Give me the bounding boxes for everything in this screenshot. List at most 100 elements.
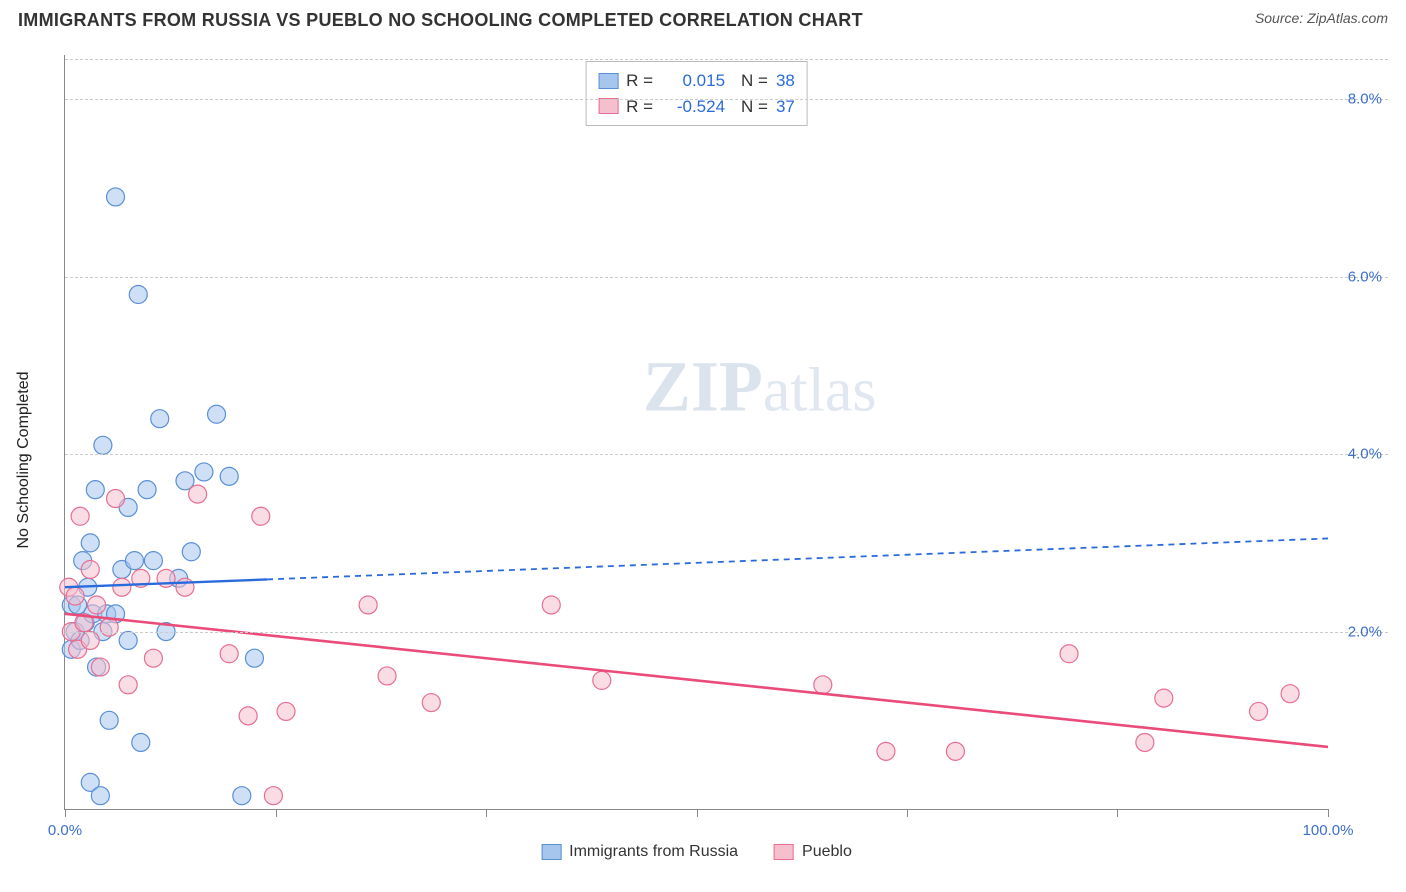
correlation-box: R =0.015N = 38R = -0.524 N = 37 — [585, 61, 808, 126]
data-point — [1155, 689, 1173, 707]
data-point — [264, 787, 282, 805]
data-point — [378, 667, 396, 685]
data-point — [170, 569, 188, 587]
data-point — [84, 605, 102, 623]
data-point — [81, 560, 99, 578]
n-label: N = — [741, 94, 768, 120]
data-point — [81, 534, 99, 552]
x-tick — [1328, 809, 1329, 817]
data-point — [195, 463, 213, 481]
y-tick-label: 6.0% — [1332, 268, 1382, 285]
watermark: ZIPatlas — [643, 345, 877, 428]
legend-swatch — [598, 98, 618, 114]
data-point — [176, 472, 194, 490]
data-point — [88, 596, 106, 614]
legend-item: Pueblo — [774, 843, 852, 861]
x-tick — [697, 809, 698, 817]
data-point — [119, 676, 137, 694]
data-point — [1060, 645, 1078, 663]
data-point — [239, 707, 257, 725]
gridline — [65, 59, 1388, 60]
data-point — [71, 631, 89, 649]
data-point — [157, 569, 175, 587]
plot-region: ZIPatlas R =0.015N = 38R =-0.524N = 37 I… — [64, 55, 1328, 810]
x-tick — [907, 809, 908, 817]
chart-source: Source: ZipAtlas.com — [1255, 10, 1388, 26]
r-label: R = — [626, 68, 653, 94]
data-point — [233, 787, 251, 805]
x-tick — [486, 809, 487, 817]
data-point — [132, 733, 150, 751]
data-point — [814, 676, 832, 694]
data-point — [60, 578, 78, 596]
x-tick-label: 100.0% — [1303, 822, 1354, 839]
legend-swatch — [598, 73, 618, 89]
gridline — [65, 99, 1388, 100]
legend-label: Pueblo — [802, 843, 852, 861]
data-point — [144, 552, 162, 570]
chart-area: No Schooling Completed ZIPatlas R =0.015… — [40, 55, 1388, 864]
data-point — [220, 467, 238, 485]
data-point — [252, 507, 270, 525]
data-point — [422, 694, 440, 712]
data-point — [138, 481, 156, 499]
data-point — [113, 578, 131, 596]
y-tick-label: 2.0% — [1332, 623, 1382, 640]
x-tick-label: 0.0% — [48, 822, 82, 839]
chart-header: IMMIGRANTS FROM RUSSIA VS PUEBLO NO SCHO… — [18, 10, 1388, 31]
data-point — [176, 578, 194, 596]
data-point — [107, 490, 125, 508]
data-point — [86, 481, 104, 499]
data-point — [208, 405, 226, 423]
gridline — [65, 277, 1388, 278]
x-tick — [65, 809, 66, 817]
data-point — [144, 649, 162, 667]
plot-svg — [65, 55, 1328, 809]
correlation-row: R = -0.524 N = 37 — [598, 94, 795, 120]
data-point — [1250, 702, 1268, 720]
data-point — [946, 742, 964, 760]
legend-swatch — [541, 844, 561, 860]
data-point — [62, 640, 80, 658]
r-label: R = — [626, 94, 653, 120]
data-point — [69, 596, 87, 614]
data-point — [113, 560, 131, 578]
data-point — [81, 773, 99, 791]
regression-line — [65, 614, 1328, 747]
data-point — [76, 614, 94, 632]
data-point — [189, 485, 207, 503]
n-value: 37 — [776, 94, 795, 120]
data-point — [71, 507, 89, 525]
data-point — [91, 787, 109, 805]
legend-item: Immigrants from Russia — [541, 843, 738, 861]
chart-title: IMMIGRANTS FROM RUSSIA VS PUEBLO NO SCHO… — [18, 10, 863, 31]
gridline — [65, 454, 1388, 455]
data-point — [1281, 685, 1299, 703]
data-point — [88, 658, 106, 676]
y-axis-label: No Schooling Completed — [15, 371, 33, 548]
data-point — [100, 711, 118, 729]
data-point — [94, 436, 112, 454]
data-point — [119, 498, 137, 516]
regression-line-dashed — [267, 538, 1328, 579]
data-point — [877, 742, 895, 760]
correlation-row: R =0.015N = 38 — [598, 68, 795, 94]
data-point — [359, 596, 377, 614]
r-value: -0.524 — [661, 94, 725, 120]
n-value: 38 — [776, 68, 795, 94]
data-point — [132, 569, 150, 587]
data-point — [79, 578, 97, 596]
data-point — [107, 188, 125, 206]
y-tick-label: 8.0% — [1332, 91, 1382, 108]
data-point — [81, 631, 99, 649]
data-point — [220, 645, 238, 663]
data-point — [107, 605, 125, 623]
legend-swatch — [774, 844, 794, 860]
data-point — [66, 587, 84, 605]
x-tick — [1117, 809, 1118, 817]
data-point — [98, 605, 116, 623]
data-point — [182, 543, 200, 561]
x-tick — [276, 809, 277, 817]
data-point — [74, 552, 92, 570]
data-point — [277, 702, 295, 720]
